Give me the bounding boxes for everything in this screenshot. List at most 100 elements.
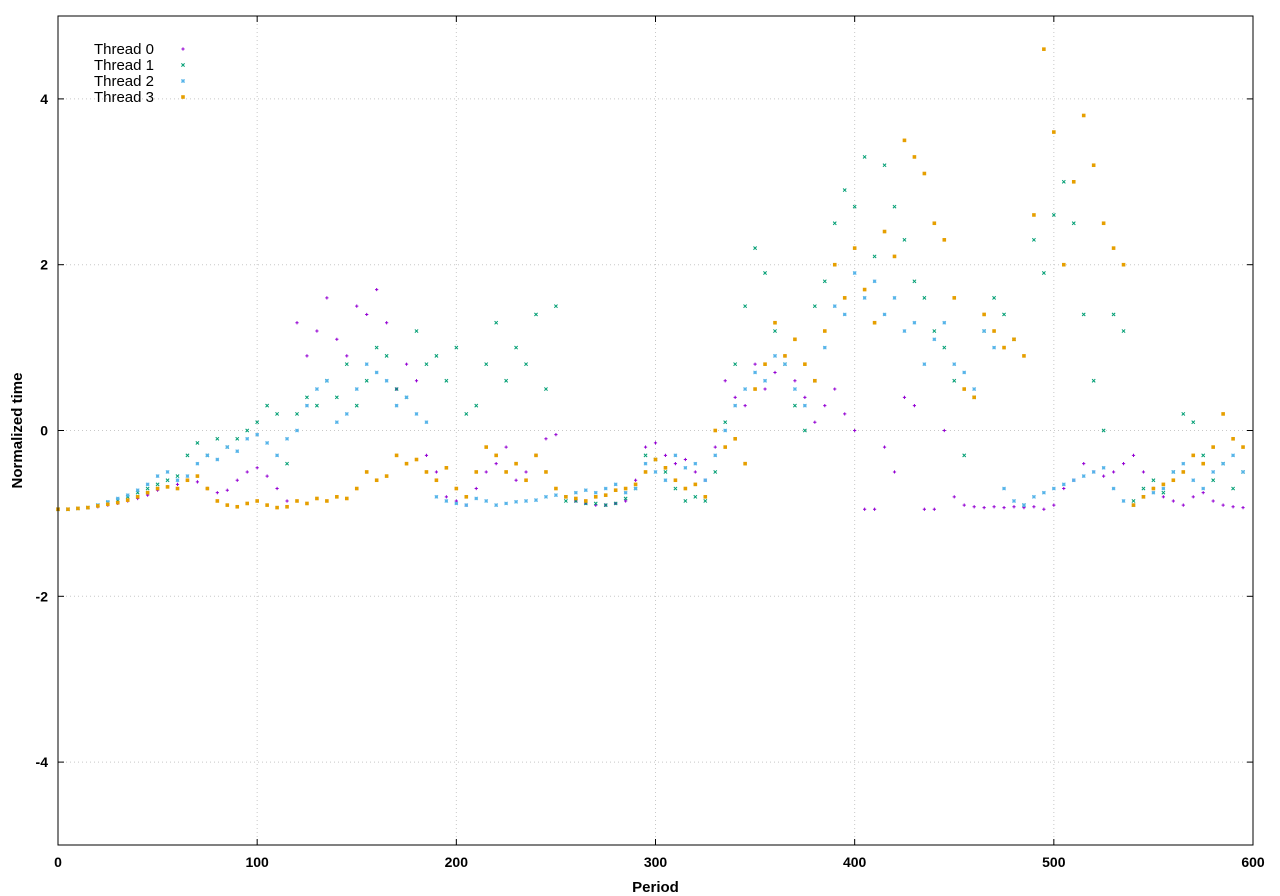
- data-point: [663, 478, 668, 483]
- data-point: [394, 387, 399, 392]
- data-point: [245, 501, 250, 506]
- data-point: [1061, 179, 1066, 184]
- data-point: [404, 362, 409, 366]
- data-point: [195, 440, 200, 445]
- data-point: [185, 474, 190, 479]
- data-point: [1141, 495, 1146, 499]
- data-point: [952, 495, 956, 499]
- data-point: [1091, 469, 1096, 474]
- data-point: [135, 488, 140, 493]
- data-point: [484, 445, 489, 449]
- data-point: [414, 379, 419, 383]
- data-point: [852, 271, 857, 275]
- data-point: [942, 345, 947, 350]
- data-point: [643, 453, 648, 458]
- data-point: [374, 478, 379, 483]
- data-point: [892, 470, 897, 474]
- data-point: [1241, 469, 1245, 474]
- data-point: [354, 387, 359, 392]
- data-point: [514, 499, 519, 504]
- data-point: [1121, 462, 1126, 466]
- data-point: [315, 496, 319, 501]
- x-tick-label: 500: [1042, 854, 1066, 870]
- data-point: [295, 428, 299, 433]
- data-point: [623, 486, 628, 491]
- data-point: [125, 498, 130, 502]
- data-point: [683, 499, 688, 503]
- data-point: [175, 474, 180, 479]
- data-point: [1211, 469, 1216, 474]
- data-point: [255, 420, 260, 425]
- data-point: [1131, 499, 1136, 503]
- data-point: [534, 498, 538, 503]
- data-point: [663, 469, 668, 474]
- data-point: [1241, 505, 1245, 510]
- data-point: [155, 482, 160, 487]
- data-point: [713, 453, 718, 458]
- x-tick-label: 100: [245, 854, 269, 870]
- data-point: [374, 345, 379, 350]
- data-point: [484, 499, 489, 503]
- data-point: [544, 494, 548, 499]
- data-point: [1121, 262, 1126, 267]
- data-point: [404, 395, 409, 400]
- data-point: [464, 495, 469, 499]
- data-point: [713, 445, 717, 449]
- data-point: [892, 254, 897, 259]
- series-thread-0: [56, 287, 1245, 511]
- data-point: [504, 470, 508, 474]
- data-point: [1041, 490, 1046, 495]
- data-point: [992, 329, 996, 333]
- data-point: [524, 478, 528, 483]
- data-point: [534, 453, 538, 458]
- data-point: [145, 486, 150, 491]
- data-point: [663, 466, 668, 470]
- data-point: [245, 436, 250, 441]
- data-point: [842, 188, 847, 193]
- series-thread-2: [56, 271, 1245, 512]
- data-point: [902, 329, 907, 333]
- data-point: [105, 502, 110, 507]
- data-point: [942, 238, 947, 242]
- data-point: [1002, 486, 1006, 491]
- data-point: [334, 420, 339, 425]
- data-point: [355, 304, 359, 308]
- data-point: [812, 304, 817, 309]
- data-point: [325, 499, 329, 503]
- data-point: [1012, 505, 1016, 509]
- data-point: [325, 296, 329, 300]
- data-point: [275, 411, 280, 416]
- data-point: [643, 470, 648, 474]
- data-point: [753, 246, 758, 251]
- data-point: [773, 329, 777, 333]
- data-point: [474, 403, 479, 408]
- data-point: [344, 496, 349, 501]
- legend-marker: [181, 63, 185, 67]
- x-tick-label: 600: [1241, 854, 1265, 870]
- data-point: [853, 428, 857, 433]
- data-point: [145, 490, 150, 495]
- data-point: [792, 403, 797, 408]
- data-point: [1081, 312, 1086, 317]
- data-point: [1231, 436, 1235, 441]
- data-point: [165, 469, 170, 474]
- data-point: [305, 395, 309, 400]
- data-point: [862, 295, 867, 300]
- data-point: [1071, 221, 1076, 226]
- data-point: [693, 470, 697, 474]
- data-point: [922, 362, 927, 367]
- legend-label: Thread 1: [94, 57, 154, 74]
- x-tick-label: 400: [843, 854, 867, 870]
- data-point: [892, 295, 897, 300]
- data-point: [344, 362, 349, 367]
- data-point: [115, 500, 120, 505]
- data-point: [1141, 486, 1146, 491]
- data-point: [843, 412, 847, 416]
- data-point: [285, 499, 289, 503]
- data-point: [1101, 221, 1106, 226]
- data-point: [793, 337, 797, 342]
- data-point: [384, 353, 389, 358]
- data-point: [1012, 337, 1016, 342]
- data-point: [1191, 495, 1195, 499]
- legend-label: Thread 2: [94, 73, 154, 90]
